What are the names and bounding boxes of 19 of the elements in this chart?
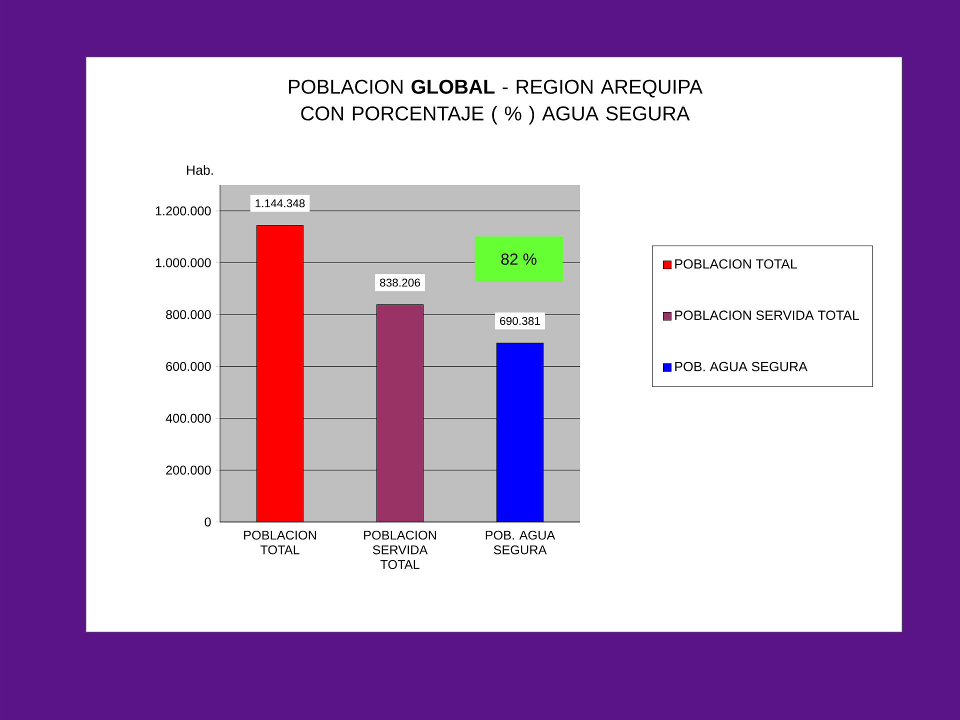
annotation: 82 % [501, 253, 536, 265]
legend-label: POBLACION SERVIDA TOTAL [675, 310, 859, 320]
data-label: 690.381 [500, 316, 540, 325]
y-tick-label: 800.000 [166, 310, 211, 320]
y-axis-title: Hab. [187, 165, 213, 175]
data-label: 1.144.348 [256, 199, 305, 208]
y-tick-label: 600.000 [166, 362, 211, 371]
y-tick-label: 1.000.000 [156, 258, 211, 268]
x-tick-label: POB. AGUA SEGURA [486, 530, 556, 554]
data-label: 838.206 [380, 278, 420, 287]
y-tick-label: 200.000 [166, 466, 211, 475]
chart-title: POBLACION GLOBAL - REGION AREQUIPA CON PORCENTAJE ( % ) AGUA SEGURA [289, 80, 703, 124]
y-tick-label: 0 [204, 518, 211, 526]
x-tick-label: POBLACION TOTAL [244, 530, 316, 554]
y-tick-label: 1.200.000 [156, 206, 211, 216]
x-tick-label: POBLACION SERVIDA TOTAL [364, 530, 436, 569]
y-tick-label: 400.000 [166, 414, 211, 423]
legend-label: POBLACION TOTAL [675, 259, 797, 269]
legend-label: POB. AGUA SEGURA [675, 362, 808, 372]
